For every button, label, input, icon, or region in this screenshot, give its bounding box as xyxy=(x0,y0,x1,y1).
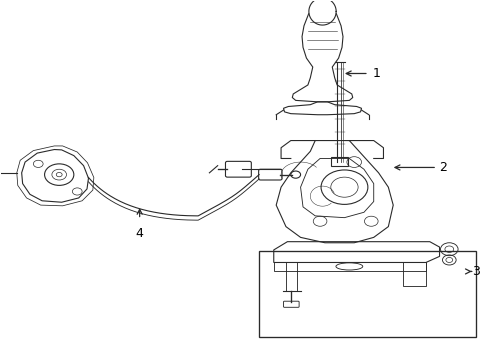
Text: 2: 2 xyxy=(439,161,447,174)
Bar xyxy=(259,251,475,337)
Bar xyxy=(330,157,347,166)
Text: 3: 3 xyxy=(471,265,479,278)
Text: 1: 1 xyxy=(371,67,379,80)
Text: 4: 4 xyxy=(136,226,143,240)
